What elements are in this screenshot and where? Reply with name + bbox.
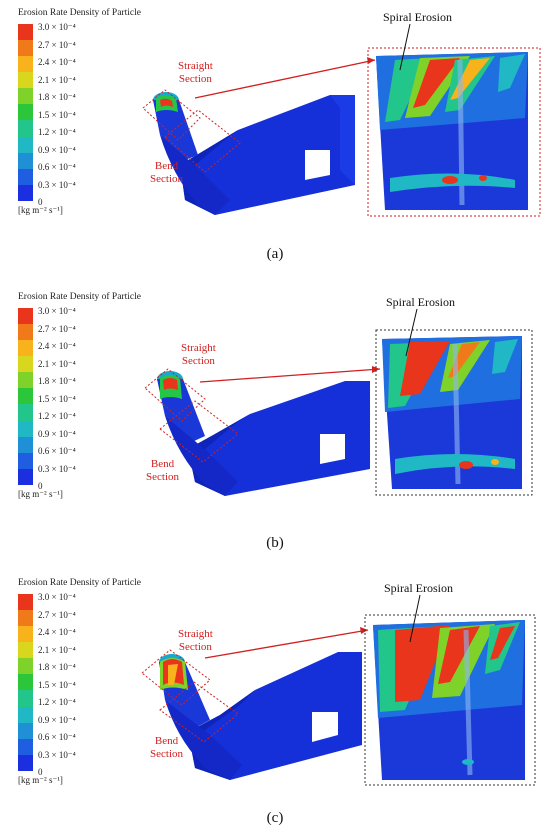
colorbar-segment — [18, 690, 33, 707]
caption-a: (a) — [266, 246, 284, 262]
straight-section-label: Straight Section — [178, 628, 213, 653]
colorbar-segment — [18, 184, 33, 201]
colorbar-segment — [18, 104, 33, 121]
colorbar-segment — [18, 754, 33, 771]
valve-geometry — [144, 308, 533, 496]
panel-a: Erosion Rate Density of Particle 3.0 × 1… — [0, 0, 550, 262]
colorbar — [18, 594, 33, 771]
colorbar-segment — [18, 738, 33, 755]
colorbar-segment — [18, 420, 33, 437]
colorbar-tick-label: 0.6 × 10⁻⁴ — [38, 732, 76, 742]
legend-title: Erosion Rate Density of Particle — [18, 8, 141, 18]
bend-section-label: Bend Section — [150, 160, 183, 185]
colorbar-tick-label: 3.0 × 10⁻⁴ — [38, 306, 76, 316]
colorbar-segment — [18, 452, 33, 469]
colorbar-tick-label: 2.4 × 10⁻⁴ — [38, 341, 76, 351]
colorbar-tick-label: 2.7 × 10⁻⁴ — [38, 39, 76, 50]
colorbar-segment — [18, 24, 33, 41]
colorbar-segment — [18, 152, 33, 169]
straight-section-label: Straight Section — [178, 60, 213, 85]
colorbar-tick-label: 3.0 × 10⁻⁴ — [38, 592, 76, 602]
legend-unit: [kg m⁻² s⁻¹] — [18, 205, 63, 215]
colorbar-tick-label: 0.6 × 10⁻⁴ — [38, 446, 76, 456]
legend-title: Erosion Rate Density of Particle — [18, 578, 141, 588]
colorbar-segment — [18, 658, 33, 675]
colorbar-segment — [18, 340, 33, 357]
colorbar-tick-label: 2.7 × 10⁻⁴ — [38, 323, 76, 334]
colorbar-tick-label: 1.5 × 10⁻⁴ — [38, 109, 76, 120]
colorbar-segment — [18, 40, 33, 57]
colorbar — [18, 24, 33, 201]
colorbar-segment — [18, 642, 33, 659]
colorbar-tick-label: 0.9 × 10⁻⁴ — [38, 428, 76, 439]
colorbar-tick-label: 2.1 × 10⁻⁴ — [38, 74, 76, 85]
colorbar-segment — [18, 594, 33, 611]
colorbar-tick-label: 2.4 × 10⁻⁴ — [38, 627, 76, 637]
spiral-erosion-label: Spiral Erosion — [383, 10, 452, 24]
colorbar-tick-label: 0 — [38, 197, 43, 207]
colorbar-tick-label: 1.8 × 10⁻⁴ — [38, 92, 76, 102]
panel-b: Erosion Rate Density of Particle 3.0 × 1… — [0, 284, 550, 551]
legend-unit: [kg m⁻² s⁻¹] — [18, 775, 63, 785]
colorbar-segment — [18, 404, 33, 421]
colorbar-tick-label: 2.1 × 10⁻⁴ — [38, 644, 76, 655]
colorbar-segment — [18, 610, 33, 627]
colorbar-segment — [18, 388, 33, 405]
colorbar-tick-label: 0.6 × 10⁻⁴ — [38, 162, 76, 172]
colorbar-segment — [18, 168, 33, 185]
colorbar-tick-label: 2.4 × 10⁻⁴ — [38, 57, 76, 67]
colorbar-tick-label: 0.3 × 10⁻⁴ — [38, 463, 76, 474]
panel-c: Erosion Rate Density of Particle 3.0 × 1… — [0, 570, 550, 826]
colorbar-segment — [18, 468, 33, 485]
bend-section-label: Bend Section — [146, 458, 179, 483]
colorbar-segment — [18, 722, 33, 739]
colorbar-segment — [18, 308, 33, 325]
valve-geometry — [142, 23, 541, 217]
colorbar-tick-label: 1.8 × 10⁻⁴ — [38, 662, 76, 672]
colorbar-tick-label: 0 — [38, 767, 43, 777]
legend-unit: [kg m⁻² s⁻¹] — [18, 489, 63, 499]
straight-section-label: Straight Section — [181, 342, 216, 367]
legend-title: Erosion Rate Density of Particle — [18, 292, 141, 302]
colorbar-tick-label: 1.2 × 10⁻⁴ — [38, 411, 76, 421]
colorbar-segment — [18, 88, 33, 105]
colorbar-tick-label: 1.5 × 10⁻⁴ — [38, 679, 76, 690]
colorbar-tick-label: 1.8 × 10⁻⁴ — [38, 376, 76, 386]
spiral-erosion-label: Spiral Erosion — [386, 295, 455, 309]
colorbar-tick-label: 0 — [38, 481, 43, 491]
caption-b: (b) — [266, 535, 284, 551]
colorbar — [18, 308, 33, 485]
colorbar-tick-label: 1.2 × 10⁻⁴ — [38, 127, 76, 137]
colorbar-segment — [18, 674, 33, 691]
colorbar-tick-label: 0.3 × 10⁻⁴ — [38, 179, 76, 190]
bend-section-label: Bend Section — [150, 735, 183, 760]
colorbar-segment — [18, 324, 33, 341]
colorbar-segment — [18, 56, 33, 73]
valve-geometry — [141, 594, 536, 786]
colorbar-tick-label: 0.3 × 10⁻⁴ — [38, 749, 76, 760]
colorbar-tick-label: 1.5 × 10⁻⁴ — [38, 393, 76, 404]
colorbar-segment — [18, 72, 33, 89]
colorbar-tick-label: 0.9 × 10⁻⁴ — [38, 714, 76, 725]
colorbar-tick-label: 2.7 × 10⁻⁴ — [38, 609, 76, 620]
colorbar-segment — [18, 626, 33, 643]
colorbar-segment — [18, 356, 33, 373]
caption-c: (c) — [266, 810, 284, 826]
colorbar-tick-label: 0.9 × 10⁻⁴ — [38, 144, 76, 155]
colorbar-segment — [18, 436, 33, 453]
colorbar-segment — [18, 706, 33, 723]
colorbar-segment — [18, 372, 33, 389]
colorbar-tick-label: 3.0 × 10⁻⁴ — [38, 22, 76, 32]
spiral-erosion-label: Spiral Erosion — [384, 581, 453, 595]
colorbar-segment — [18, 120, 33, 137]
colorbar-segment — [18, 136, 33, 153]
colorbar-tick-label: 2.1 × 10⁻⁴ — [38, 358, 76, 369]
colorbar-tick-label: 1.2 × 10⁻⁴ — [38, 697, 76, 707]
